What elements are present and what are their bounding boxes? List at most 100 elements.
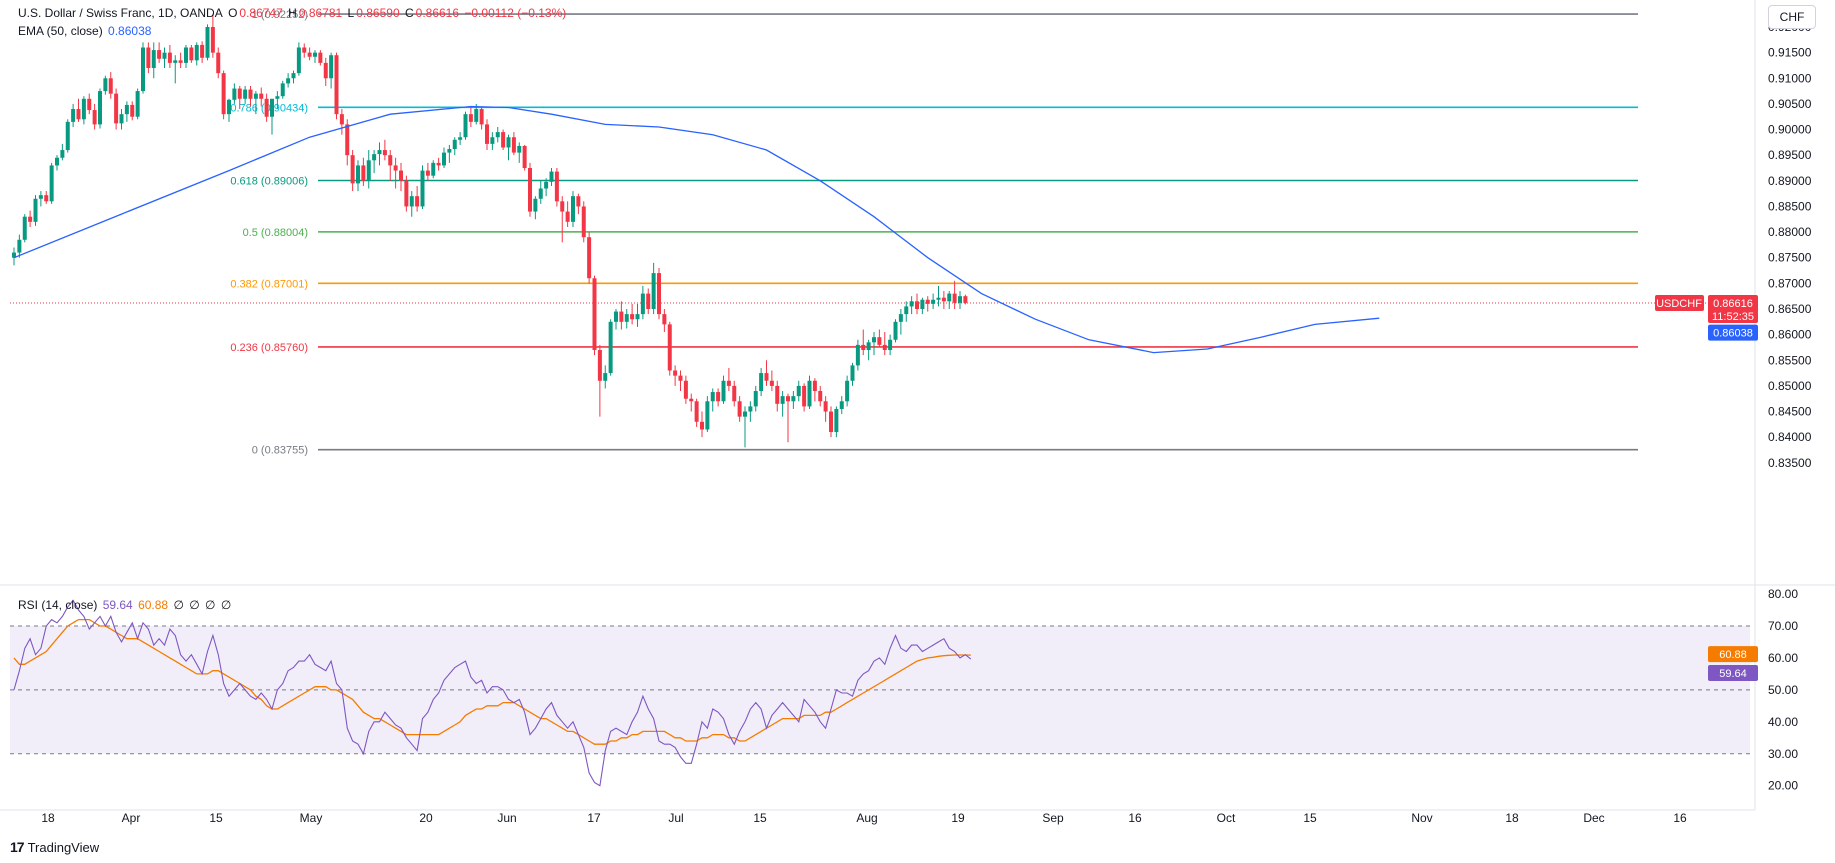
candle-body xyxy=(479,109,484,125)
candle-body xyxy=(855,344,860,366)
open-label: O xyxy=(228,6,238,20)
ema-label[interactable]: EMA (50, close) xyxy=(18,24,103,38)
candle-body xyxy=(915,301,919,309)
candle-body xyxy=(243,89,248,99)
rsi-tick-label: 80.00 xyxy=(1768,587,1798,601)
rsi-tick-label: 20.00 xyxy=(1768,779,1798,793)
time-tick-label: 15 xyxy=(1303,811,1317,825)
candle-body xyxy=(506,137,511,148)
candle-body xyxy=(232,88,237,100)
time-tick-label: 17 xyxy=(587,811,601,825)
rsi-extra-1: ∅ xyxy=(173,598,184,612)
time-tick-label: 15 xyxy=(209,811,223,825)
candle-body xyxy=(425,170,430,176)
time-tick-label: 18 xyxy=(1505,811,1519,825)
candle-body xyxy=(931,299,936,304)
price-tick-label: 0.87000 xyxy=(1768,276,1812,290)
candle-body xyxy=(442,152,446,166)
time-tick-label: Sep xyxy=(1042,811,1064,825)
candle-body xyxy=(286,78,291,84)
fib-level-label: 0.236 (0.85760) xyxy=(230,342,308,354)
time-tick-label: Jun xyxy=(497,811,516,825)
tradingview-brand[interactable]: 17 TradingView xyxy=(10,839,99,855)
fib-level-label: 0.382 (0.87001) xyxy=(230,278,308,290)
candle-body xyxy=(135,91,140,117)
close-value: 0.86616 xyxy=(415,6,460,20)
candle-body xyxy=(458,137,463,140)
tradingview-logo-icon: 17 xyxy=(10,839,25,855)
candle-body xyxy=(640,293,645,315)
candle-body xyxy=(565,211,570,222)
candle-body xyxy=(517,145,522,153)
candle-body xyxy=(667,324,672,371)
candle-body xyxy=(872,337,876,343)
candle-body xyxy=(259,93,264,99)
rsi-ma-badge: 60.88 xyxy=(1708,646,1758,663)
price-tick-label: 0.90000 xyxy=(1768,123,1812,137)
rsi-badge-bg xyxy=(1708,665,1758,682)
time-tick-label: 16 xyxy=(1128,811,1142,825)
candle-body xyxy=(732,385,737,402)
fib-level-label: 0 (0.83755) xyxy=(252,445,308,457)
candle-body xyxy=(963,296,968,303)
candle-body xyxy=(603,373,608,381)
candle-body xyxy=(38,195,43,199)
candle-body xyxy=(275,96,280,99)
candle-body xyxy=(737,401,742,417)
candle-body xyxy=(307,52,312,57)
candle-body xyxy=(700,421,704,430)
candle-body xyxy=(184,47,188,63)
candle-body xyxy=(388,155,393,166)
candle-body xyxy=(227,99,231,115)
candle-body xyxy=(554,171,559,202)
ema-value: 0.86038 xyxy=(108,24,152,38)
rsi-label[interactable]: RSI (14, close) xyxy=(18,598,98,612)
candle-body xyxy=(909,301,914,307)
candle-body xyxy=(834,408,839,433)
candle-body xyxy=(920,299,925,309)
candle-body xyxy=(802,385,807,407)
currency-selector[interactable]: CHF xyxy=(1768,5,1816,29)
candle-body xyxy=(44,195,49,202)
candle-body xyxy=(468,114,473,122)
candle-body xyxy=(501,132,506,148)
price-tick-label: 0.87500 xyxy=(1768,251,1812,265)
candle-body xyxy=(710,392,715,402)
candle-body xyxy=(404,180,409,207)
candle-body xyxy=(657,273,661,315)
last-price-badge-bg xyxy=(1708,295,1758,324)
candle-body xyxy=(726,380,731,386)
symbol-title[interactable]: U.S. Dollar / Swiss Franc, 1D, OANDA xyxy=(18,6,223,20)
candle-body xyxy=(436,162,441,166)
price-tick-label: 0.83500 xyxy=(1768,456,1812,470)
candle-body xyxy=(372,154,377,161)
candle-body xyxy=(318,52,323,63)
candle-body xyxy=(194,44,199,61)
candle-body xyxy=(764,373,769,381)
rsi-tick-label: 60.00 xyxy=(1768,651,1798,665)
fib-level-label: 1 (0.92252) xyxy=(252,9,308,21)
candle-body xyxy=(947,293,952,302)
rsi-tick-label: 50.00 xyxy=(1768,683,1798,697)
candle-body xyxy=(538,188,543,199)
candle-body xyxy=(635,314,640,320)
candle-body xyxy=(630,314,635,320)
time-tick-label: Apr xyxy=(122,811,141,825)
candle-body xyxy=(189,47,194,61)
ema-badge-text: 0.86038 xyxy=(1713,328,1753,340)
candle-body xyxy=(334,55,339,115)
rsi-badge-text: 59.64 xyxy=(1719,668,1747,680)
candle-body xyxy=(581,206,586,238)
last-price-badge-text: 0.86616 xyxy=(1713,298,1753,310)
candle-body xyxy=(812,380,817,392)
candle-body xyxy=(447,149,452,153)
candle-body xyxy=(936,297,941,300)
candle-body xyxy=(264,98,269,117)
price-tick-label: 0.86000 xyxy=(1768,328,1812,342)
candle-body xyxy=(409,196,414,207)
rsi-tick-label: 70.00 xyxy=(1768,619,1798,633)
ema-legend: EMA (50, close) 0.86038 xyxy=(18,24,153,38)
candle-body xyxy=(791,396,796,402)
main-legend: U.S. Dollar / Swiss Franc, 1D, OANDA O 0.… xyxy=(18,6,568,20)
